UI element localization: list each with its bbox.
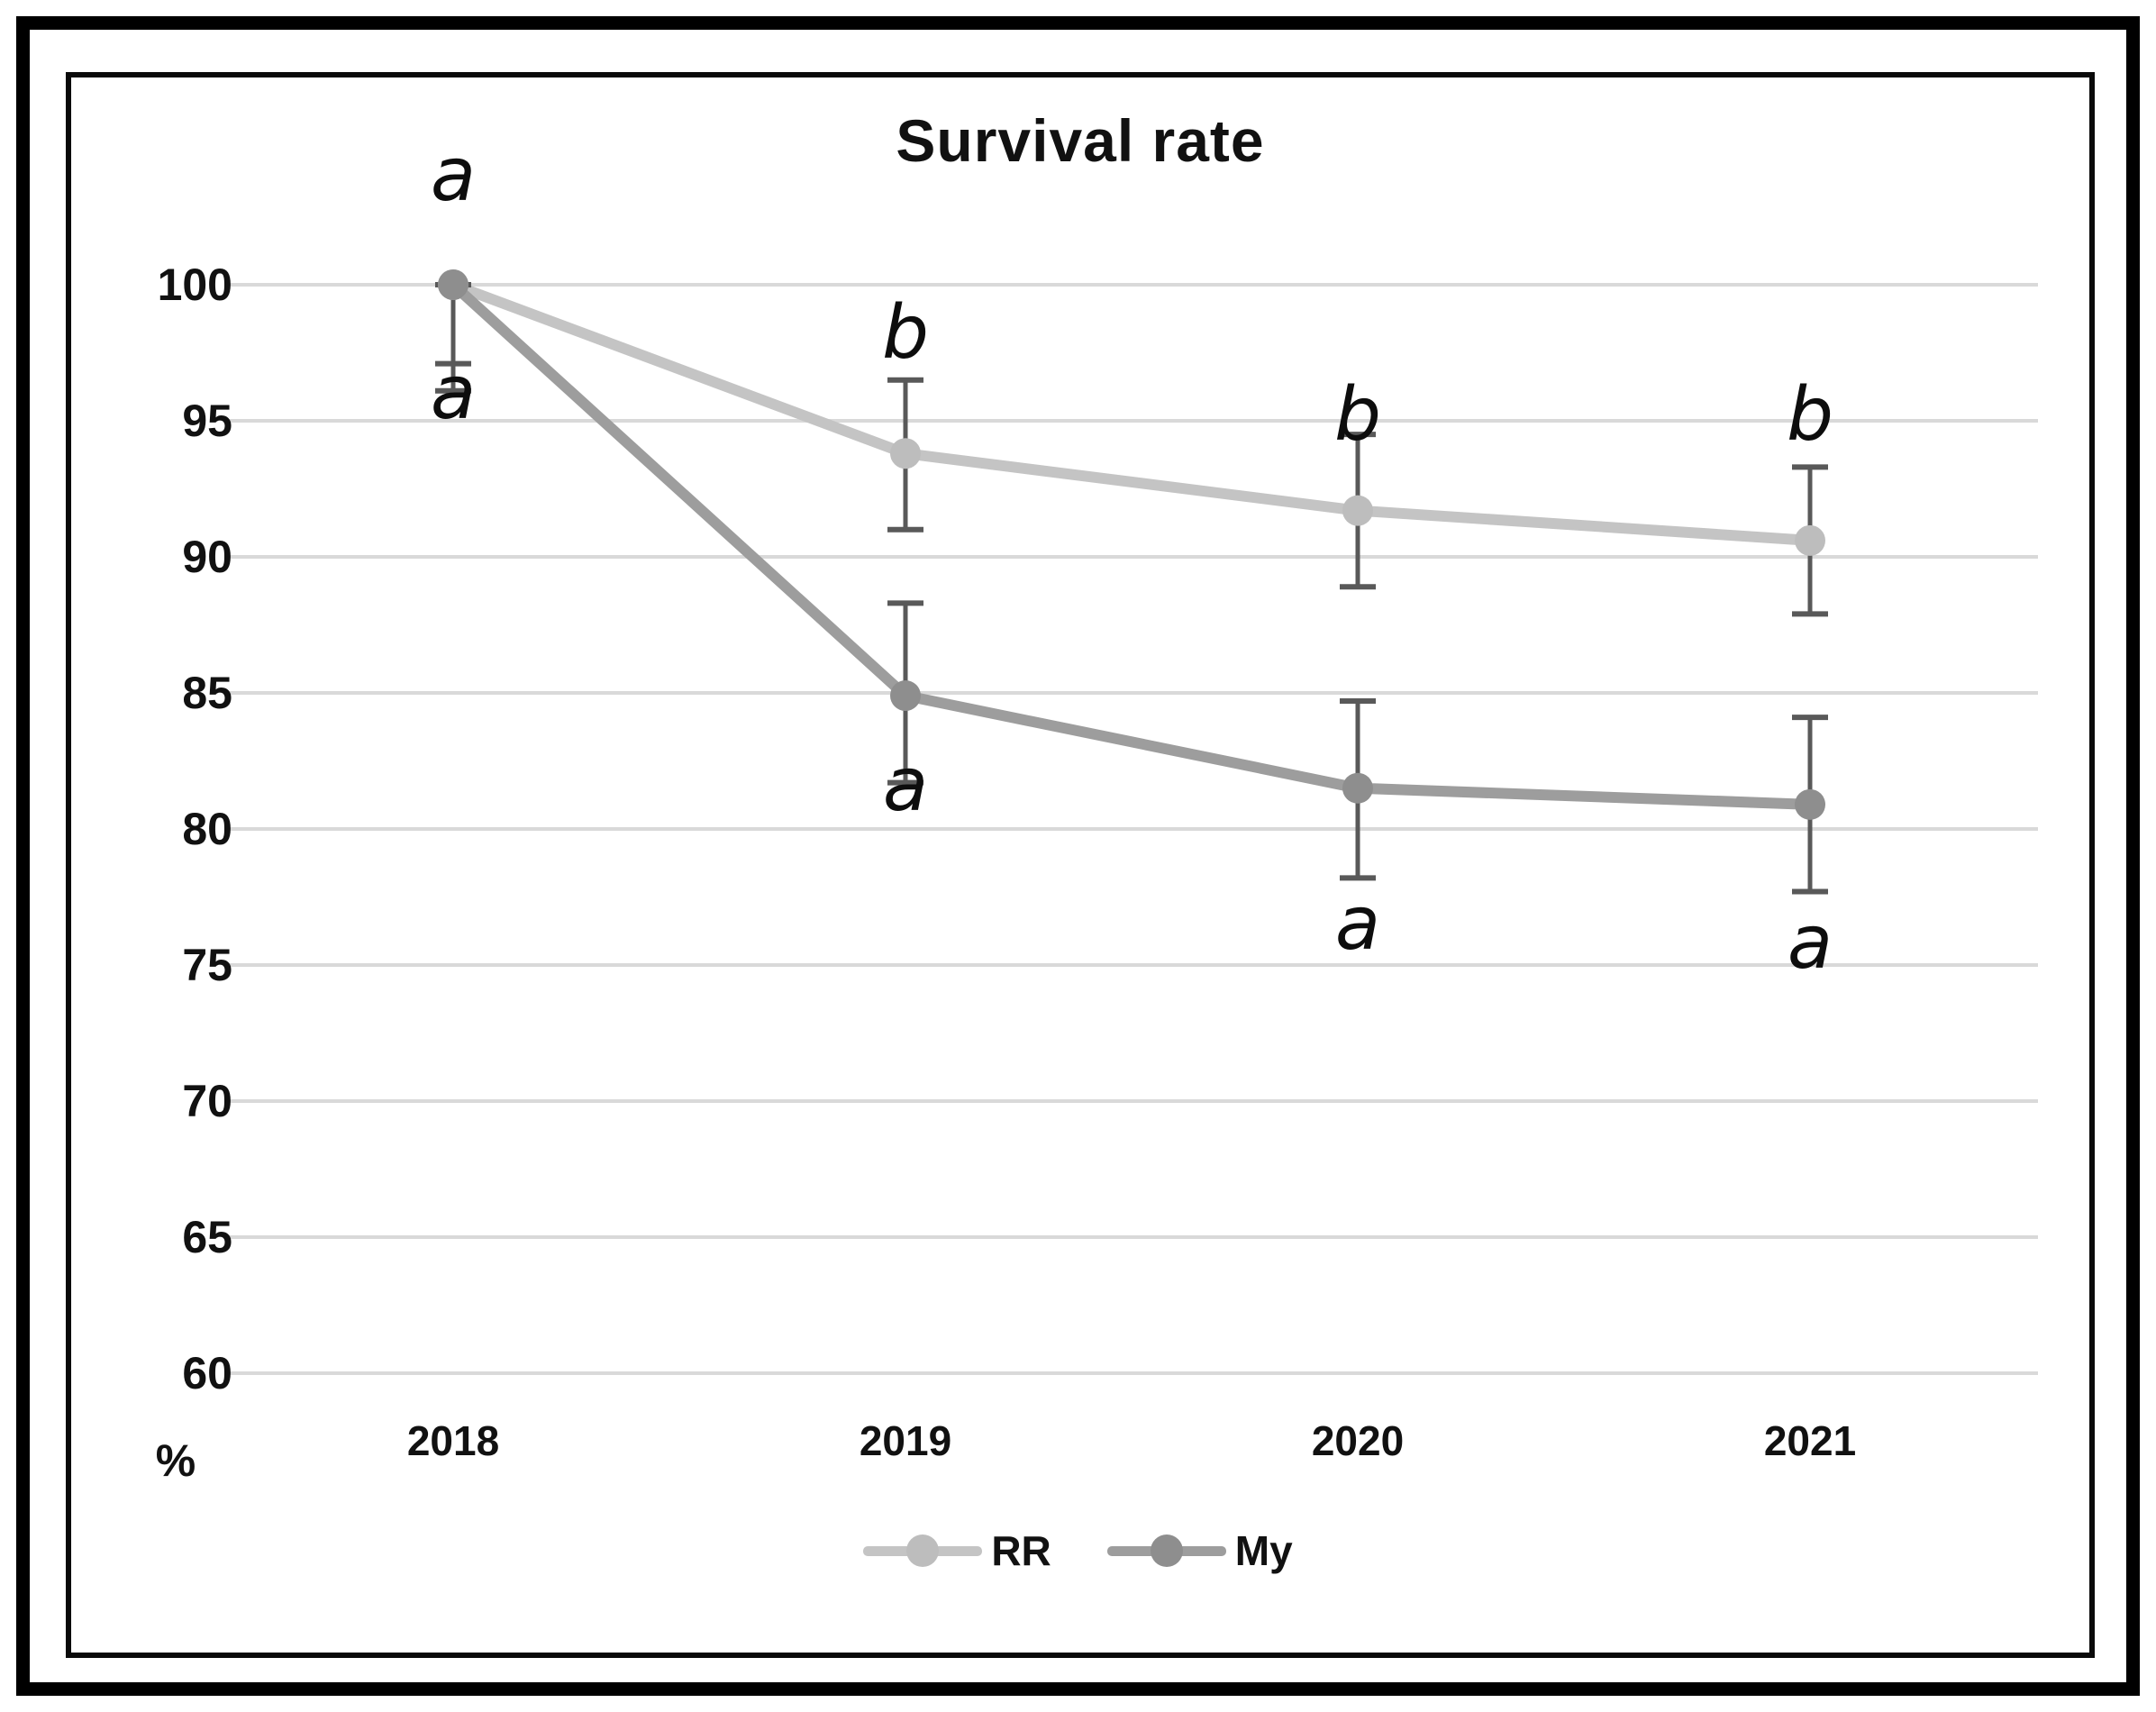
x-tick-label: 2018 [406,1417,500,1464]
significance-letter: a [430,132,477,219]
x-tick-label: 2021 [1763,1417,1857,1464]
data-point-My [890,680,921,712]
significance-letter: b [1786,371,1834,458]
data-point-My [438,269,468,300]
y-tick-label: 100 [157,260,232,310]
significance-letter: b [881,290,930,377]
legend-item-RR: RR [863,1526,1051,1575]
y-tick-label: 95 [182,396,232,446]
data-point-RR [890,438,921,469]
series-line-My [448,279,1815,810]
y-tick-label: 90 [182,532,232,582]
legend: RR My [0,1526,2156,1575]
significance-letter: b [1333,371,1382,458]
legend-label-My: My [1234,1527,1293,1574]
significance-letter: a [1787,899,1833,986]
data-point-My [1342,772,1373,804]
significance-letter: a [1334,880,1381,967]
y-tick-label: 70 [182,1076,232,1126]
chart-title: Survival rate [896,107,1265,174]
y-tick-label: 60 [182,1348,232,1398]
outer-frame [16,16,2140,1696]
data-point-RR [1342,495,1373,526]
y-axis-unit-label: % [155,1435,196,1486]
data-point-RR [1795,524,1825,556]
y-tick-label: 75 [182,940,232,990]
legend-marker-icon [906,1534,940,1567]
y-tick-label: 85 [182,668,232,718]
series-line-RR [448,279,1815,546]
x-tick-label: 2019 [859,1417,952,1464]
legend-marker-icon [1150,1534,1183,1567]
legend-label-RR: RR [991,1527,1051,1574]
significance-letter: a [882,742,929,828]
y-tick-label: 65 [182,1212,232,1262]
legend-swatch-My [1106,1534,1226,1567]
y-tick-label: 80 [182,804,232,854]
significance-letter: a [430,350,477,436]
x-tick-label: 2020 [1311,1417,1405,1464]
legend-item-My: My [1106,1526,1293,1575]
data-point-My [1795,788,1825,820]
legend-swatch-RR [863,1534,983,1567]
chart-border [66,72,2095,1658]
